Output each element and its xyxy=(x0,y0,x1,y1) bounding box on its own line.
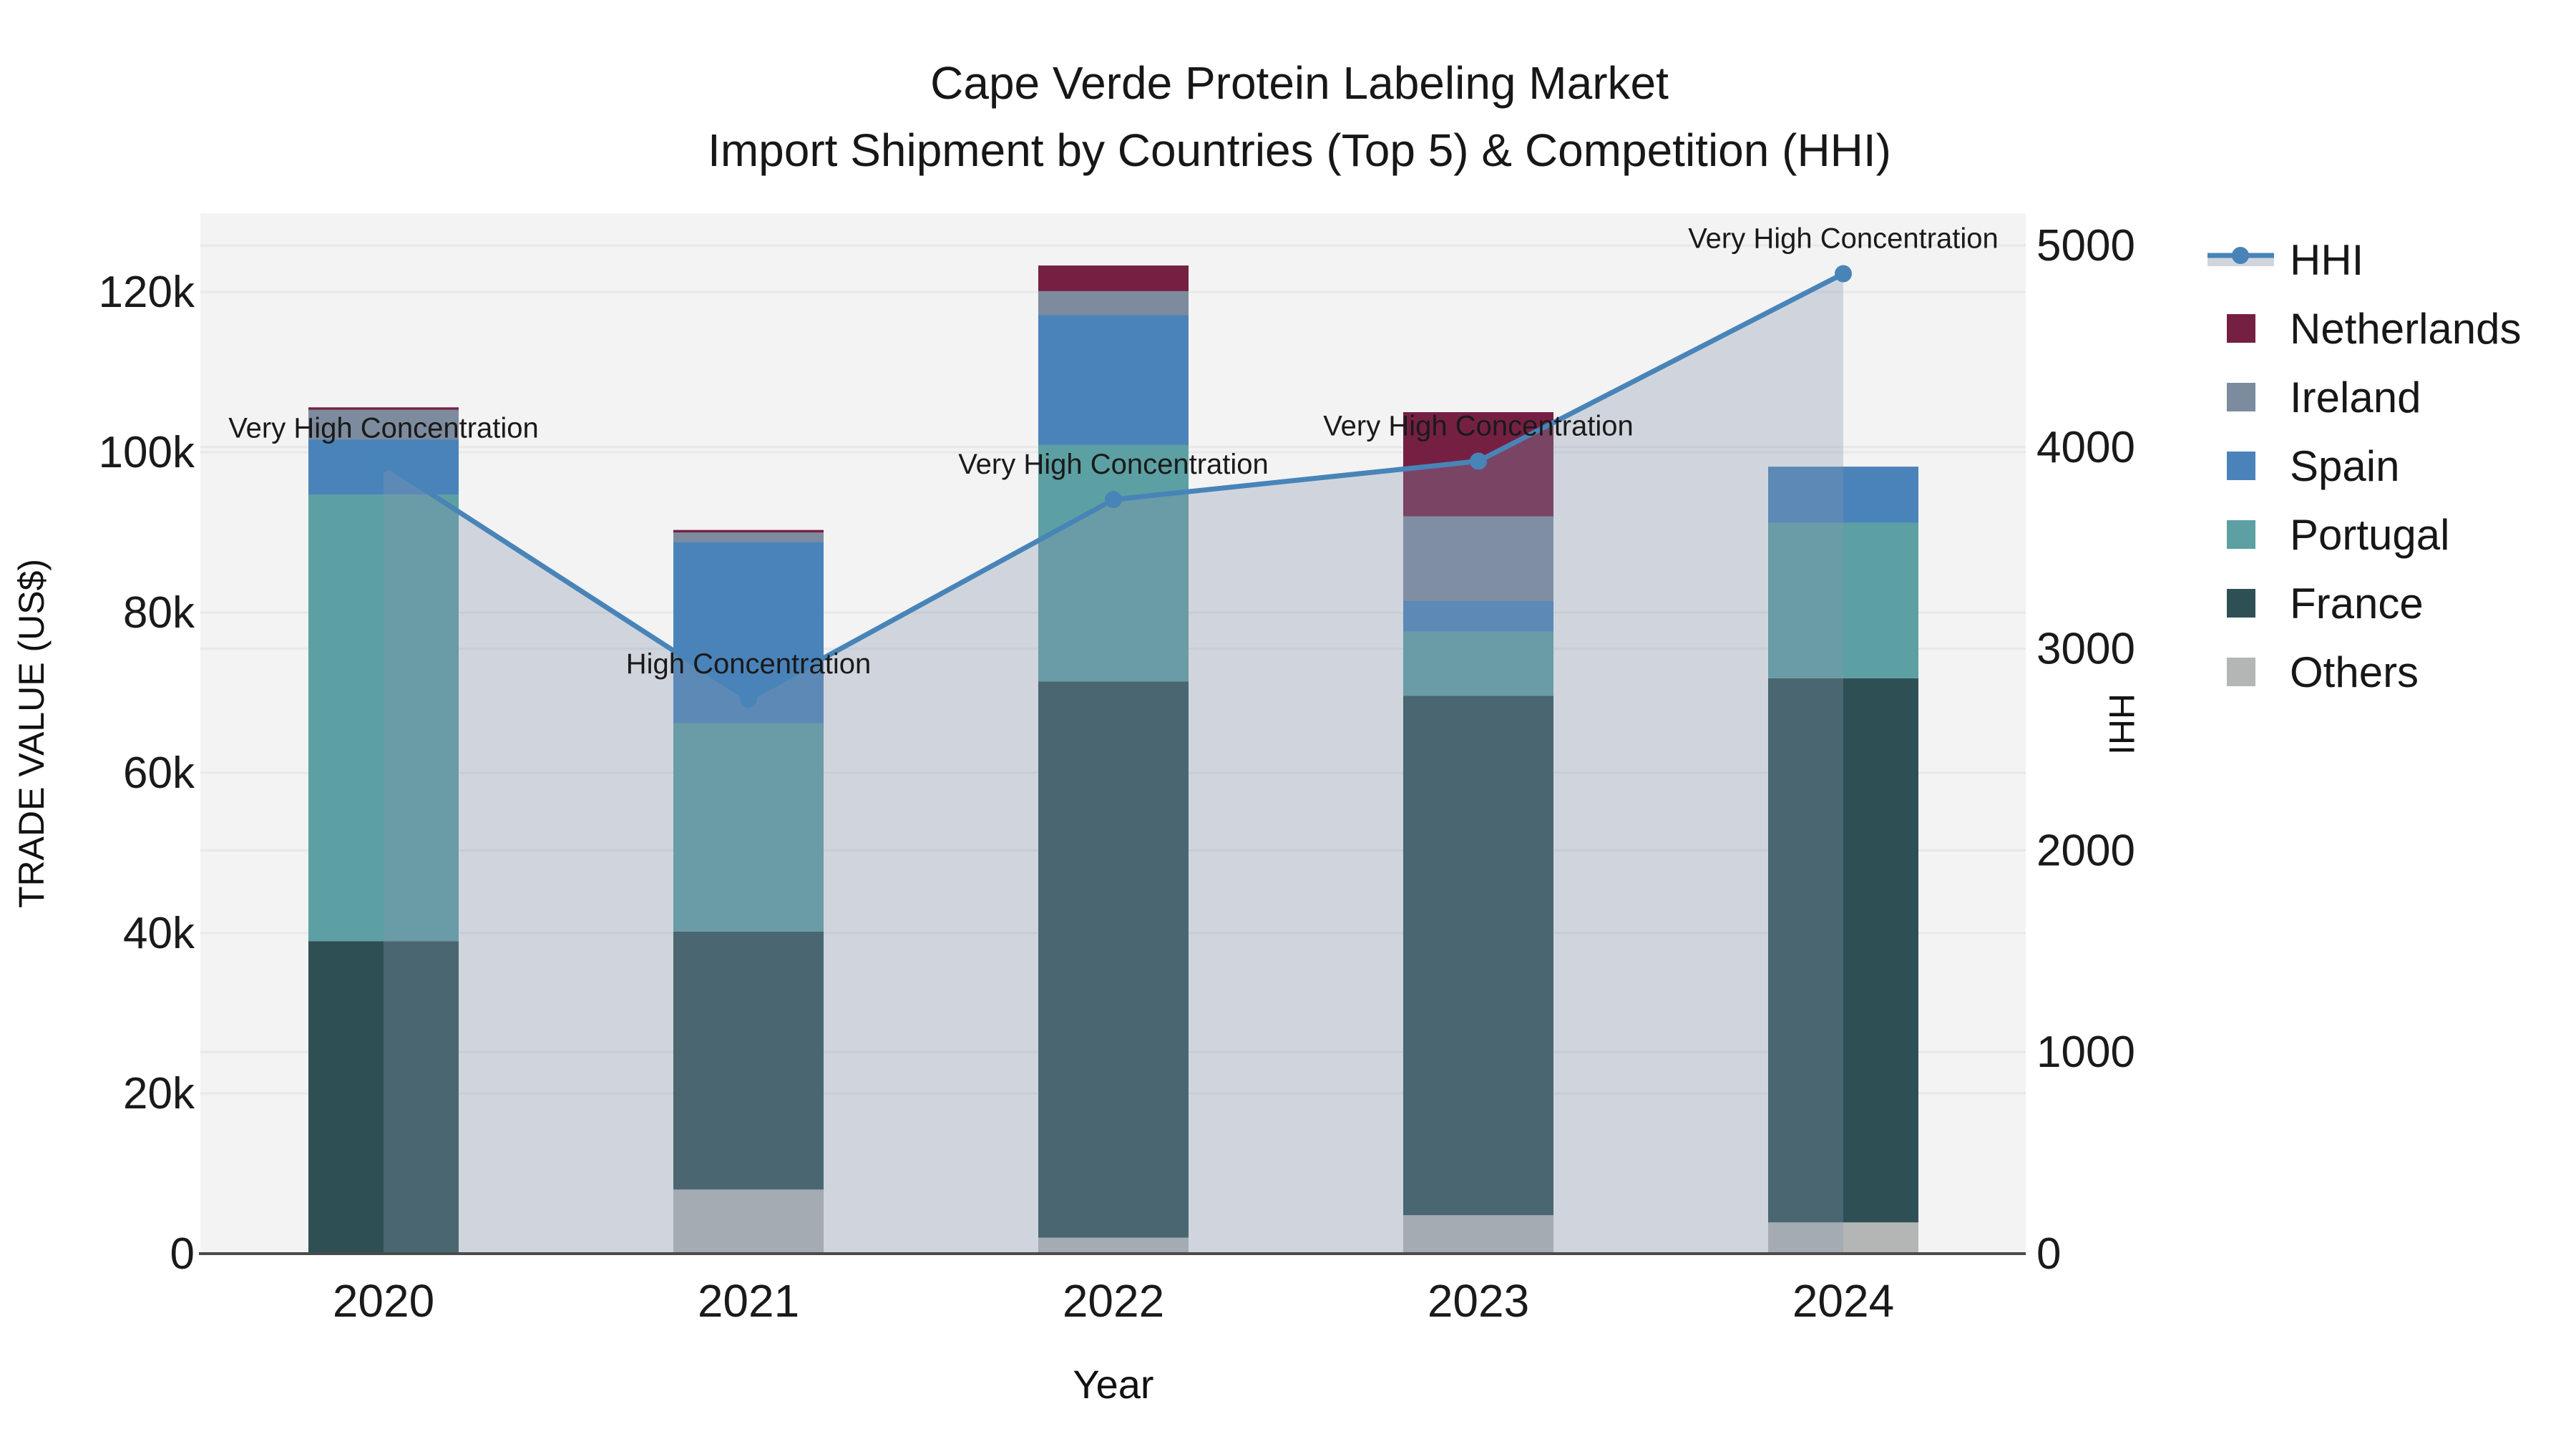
y-right-tick-1000: 1000 xyxy=(2036,1028,2135,1077)
hhi-area-fill xyxy=(384,273,1843,1254)
legend-item-hhi: HHI xyxy=(2207,225,2522,294)
bar-segment-portugal-2020 xyxy=(308,494,459,942)
x-axis-label: Year xyxy=(1073,1362,1154,1407)
x-tick-2023: 2023 xyxy=(1428,1275,1529,1327)
bar-segment-others-2022 xyxy=(1038,1237,1189,1254)
bar-group-2022 xyxy=(1038,265,1189,1254)
legend-label-netherlands: Netherlands xyxy=(2290,304,2522,353)
legend-item-portugal: Portugal xyxy=(2207,500,2522,569)
legend-item-others: Others xyxy=(2207,638,2522,706)
bar-segment-france-2023 xyxy=(1403,696,1553,1216)
bar-group-2021 xyxy=(673,530,824,1254)
y-right-tick-3000: 3000 xyxy=(2036,625,2135,674)
bar-group-2024 xyxy=(1768,467,1918,1254)
x-tick-2022: 2022 xyxy=(1063,1275,1164,1327)
y-left-tick-40k: 40k xyxy=(123,909,195,958)
color-swatch-portugal xyxy=(2227,520,2255,549)
bar-segment-ireland-2023 xyxy=(1403,516,1553,601)
color-swatch-spain xyxy=(2227,452,2255,480)
annotation-2022: Very High Concentration xyxy=(958,449,1269,480)
annotation-2024: Very High Concentration xyxy=(1688,223,1999,255)
color-swatch-france xyxy=(2227,589,2255,618)
chart-title-line-2: Import Shipment by Countries (Top 5) & C… xyxy=(708,125,1891,176)
bar-segment-ireland-2021 xyxy=(673,532,824,542)
color-swatch-netherlands xyxy=(2227,314,2255,343)
legend: HHI Netherlands Ireland Spain Portugal France… xyxy=(2207,225,2522,706)
legend-item-netherlands: Netherlands xyxy=(2207,294,2522,363)
y-right-tick-2000: 2000 xyxy=(2036,826,2135,875)
legend-swatch-icon xyxy=(2207,383,2274,411)
bar-segment-others-2023 xyxy=(1403,1215,1553,1254)
legend-item-france: France xyxy=(2207,569,2522,638)
hhi-line-icon xyxy=(2207,245,2274,274)
bar-segment-portugal-2023 xyxy=(1403,631,1553,696)
hhi-point-2020 xyxy=(375,454,392,472)
legend-item-ireland: Ireland xyxy=(2207,363,2522,431)
bar-segment-portugal-2022 xyxy=(1038,444,1189,682)
y-left-tick-60k: 60k xyxy=(123,748,195,798)
legend-swatch-icon xyxy=(2207,520,2274,549)
bar-segment-others-2024 xyxy=(1768,1222,1918,1254)
y-right-tick-5000: 5000 xyxy=(2036,221,2135,270)
legend-swatch-icon xyxy=(2207,314,2274,343)
y-right-tick-4000: 4000 xyxy=(2036,423,2135,472)
bar-segment-netherlands-2020 xyxy=(308,407,459,410)
y-axis-label-right: HHI xyxy=(2102,693,2142,756)
legend-label-portugal: Portugal xyxy=(2290,510,2450,559)
bar-segment-france-2020 xyxy=(308,941,459,1254)
legend-label-france: France xyxy=(2290,579,2424,628)
hhi-point-2023 xyxy=(1470,452,1487,470)
bar-group-2023 xyxy=(1403,412,1553,1254)
hhi-point-2024 xyxy=(1835,265,1852,283)
hhi-point-2022 xyxy=(1105,491,1122,509)
y-left-tick-80k: 80k xyxy=(123,588,195,638)
y-left-tick-20k: 20k xyxy=(123,1069,195,1118)
bar-segment-ireland-2022 xyxy=(1038,291,1189,316)
color-swatch-others xyxy=(2227,658,2255,686)
legend-label-others: Others xyxy=(2290,648,2419,696)
y-left-tick-120k: 120k xyxy=(99,268,195,317)
bar-segment-france-2024 xyxy=(1768,678,1918,1223)
color-swatch-ireland xyxy=(2227,383,2255,411)
bar-segment-france-2021 xyxy=(673,931,824,1190)
bar-group-2020 xyxy=(308,407,459,1254)
legend-swatch-icon xyxy=(2207,589,2274,618)
bar-segment-netherlands-2021 xyxy=(673,530,824,532)
y-axis-label-left: TRADE VALUE (US$) xyxy=(11,558,52,909)
hhi-point-2021 xyxy=(740,691,757,708)
legend-item-spain: Spain xyxy=(2207,431,2522,500)
y-left-tick-100k: 100k xyxy=(99,428,195,477)
legend-swatch-icon xyxy=(2207,658,2274,686)
chart-title-line-1: Cape Verde Protein Labeling Market xyxy=(930,57,1669,109)
legend-label-hhi: HHI xyxy=(2290,235,2364,284)
bar-segment-spain-2023 xyxy=(1403,600,1553,632)
bar-segment-others-2021 xyxy=(673,1189,824,1254)
annotation-2020: Very High Concentration xyxy=(228,412,539,444)
annotation-2021: High Concentration xyxy=(626,648,871,680)
x-tick-2021: 2021 xyxy=(698,1275,799,1327)
x-tick-2024: 2024 xyxy=(1792,1275,1894,1327)
bar-segment-spain-2022 xyxy=(1038,315,1189,445)
bar-segment-netherlands-2022 xyxy=(1038,265,1189,291)
bar-segment-portugal-2024 xyxy=(1768,522,1918,678)
y-left-tick-0: 0 xyxy=(170,1229,195,1279)
y-right-tick-0: 0 xyxy=(2036,1229,2061,1279)
legend-label-ireland: Ireland xyxy=(2290,373,2421,421)
bar-segment-spain-2024 xyxy=(1768,467,1918,523)
bar-segment-france-2022 xyxy=(1038,681,1189,1238)
bar-segment-portugal-2021 xyxy=(673,723,824,932)
x-tick-2020: 2020 xyxy=(333,1275,434,1327)
legend-swatch-icon xyxy=(2207,452,2274,480)
legend-label-spain: Spain xyxy=(2290,441,2400,490)
annotation-2023: Very High Concentration xyxy=(1323,411,1634,442)
bar-segment-ireland-2020 xyxy=(308,409,459,440)
